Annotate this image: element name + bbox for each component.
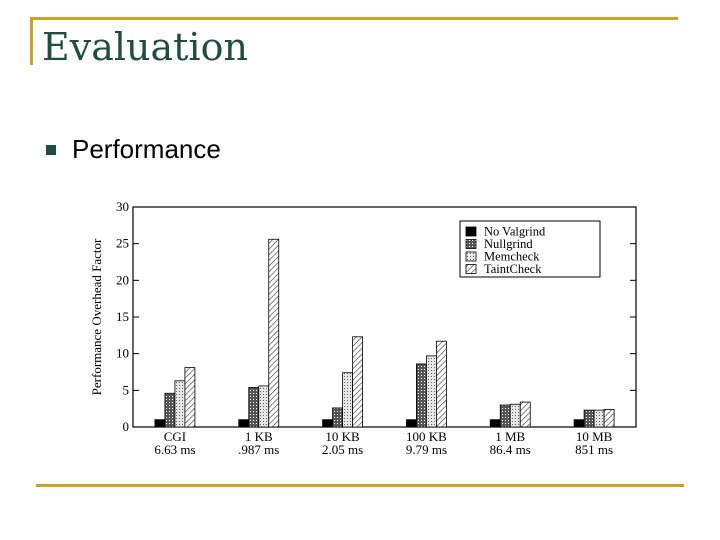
x-category-label: 1 MB (495, 429, 525, 444)
bar (248, 386, 260, 428)
bar (342, 372, 353, 428)
title-left-rule (30, 17, 33, 65)
bar (489, 419, 501, 428)
legend-label: Memcheck (484, 250, 540, 264)
bar (499, 404, 511, 428)
x-category-label: 1 KB (245, 429, 273, 444)
bar (154, 419, 166, 428)
legend-label: No Valgrind (484, 225, 546, 239)
bar (322, 419, 333, 428)
x-subcategory-label: 86.4 ms (490, 442, 531, 457)
x-subcategory-label: .987 ms (238, 442, 279, 457)
legend-swatch (465, 239, 477, 249)
bar (593, 409, 605, 428)
x-category-label: CGI (164, 429, 186, 444)
x-subcategory-label: 6.63 ms (154, 442, 195, 457)
legend-swatch (465, 226, 477, 237)
bar (583, 409, 595, 428)
bar (509, 403, 521, 428)
y-tick-label: 30 (116, 199, 129, 214)
bar (406, 419, 417, 428)
bullet-text: Performance (72, 134, 221, 164)
legend-label: TaintCheck (484, 262, 542, 276)
bar (238, 419, 250, 428)
x-subcategory-label: 851 ms (575, 442, 613, 457)
slide-title: Evaluation (42, 25, 248, 69)
title-top-rule (30, 17, 678, 20)
performance-chart: 0 5 10 15 20 25 30 Performance Overhead Factor C… (89, 199, 637, 457)
x-category-label: 10 MB (576, 429, 613, 444)
square-bullet-icon (46, 145, 56, 155)
y-tick-label: 25 (116, 236, 129, 251)
bar (268, 238, 280, 428)
legend-swatch (465, 251, 477, 262)
y-tick-label: 10 (116, 346, 129, 361)
bar (573, 419, 585, 428)
bar (174, 380, 186, 428)
x-subcategory-label: 2.05 ms (322, 442, 363, 457)
y-tick-label: 15 (116, 309, 129, 324)
legend-label: Nullgrind (484, 237, 533, 251)
bar (603, 408, 615, 428)
legend-swatch (465, 264, 477, 274)
bottom-rule (36, 484, 684, 487)
y-tick-label: 5 (123, 382, 130, 397)
bar (436, 340, 447, 428)
bar (184, 367, 196, 428)
x-subcategory-label: 9.79 ms (406, 442, 447, 457)
bar (416, 363, 427, 428)
y-axis-label: Performance Overhead Factor (89, 238, 104, 395)
bar (332, 407, 343, 428)
bar (352, 336, 363, 428)
x-category-label: 10 KB (325, 429, 360, 444)
y-tick-label: 20 (116, 272, 129, 287)
bar (426, 355, 437, 428)
bar (258, 385, 270, 428)
bar (164, 392, 176, 428)
x-category-label: 100 KB (406, 429, 447, 444)
bar (519, 401, 531, 428)
legend-box (459, 220, 601, 278)
y-tick-label: 0 (123, 419, 130, 434)
